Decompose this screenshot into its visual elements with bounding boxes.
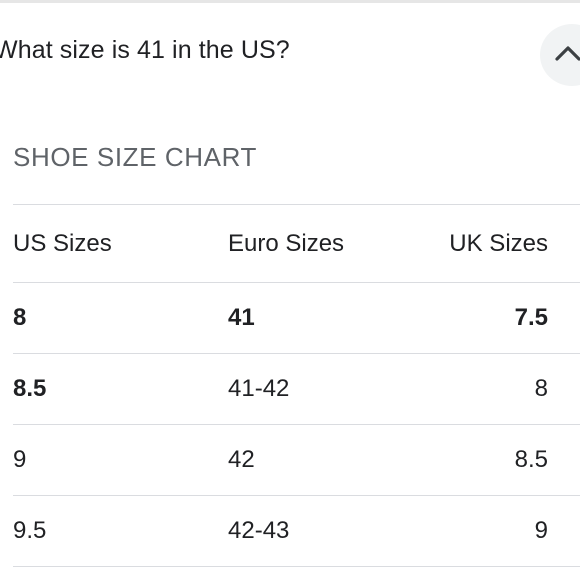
uk-size-cell: 8 xyxy=(534,375,548,402)
size-table: US Sizes Euro Sizes UK Sizes 8 41 7.5 8.… xyxy=(13,204,580,567)
header-us-sizes: US Sizes xyxy=(13,229,112,257)
euro-size-cell: 41 xyxy=(228,304,255,331)
table-row: 9.5 42-43 9 xyxy=(13,496,580,567)
us-size-cell: 9.5 xyxy=(13,517,47,544)
euro-size-cell: 42 xyxy=(228,446,255,473)
faq-question[interactable]: What size is 41 in the US? xyxy=(0,36,290,64)
us-size-cell: 9 xyxy=(13,446,27,473)
table-row: 8.5 41-42 8 xyxy=(13,354,580,425)
table-row: 9 42 8.5 xyxy=(13,425,580,496)
chevron-up-icon xyxy=(555,46,580,61)
table-header-row: US Sizes Euro Sizes UK Sizes xyxy=(13,205,580,283)
euro-size-cell: 42-43 xyxy=(228,517,290,544)
uk-size-cell: 9 xyxy=(534,517,548,544)
header-euro-sizes: Euro Sizes xyxy=(228,229,345,257)
us-size-cell: 8.5 xyxy=(13,375,47,402)
uk-size-cell: 8.5 xyxy=(514,446,548,473)
top-divider xyxy=(0,0,580,3)
uk-size-cell: 7.5 xyxy=(514,304,548,331)
table-row: 8 41 7.5 xyxy=(13,283,580,354)
euro-size-cell: 41-42 xyxy=(228,375,290,402)
collapse-button[interactable] xyxy=(540,24,580,86)
header-uk-sizes: UK Sizes xyxy=(449,229,548,257)
us-size-cell: 8 xyxy=(13,304,27,331)
size-chart-title: SHOE SIZE CHART xyxy=(13,142,258,172)
